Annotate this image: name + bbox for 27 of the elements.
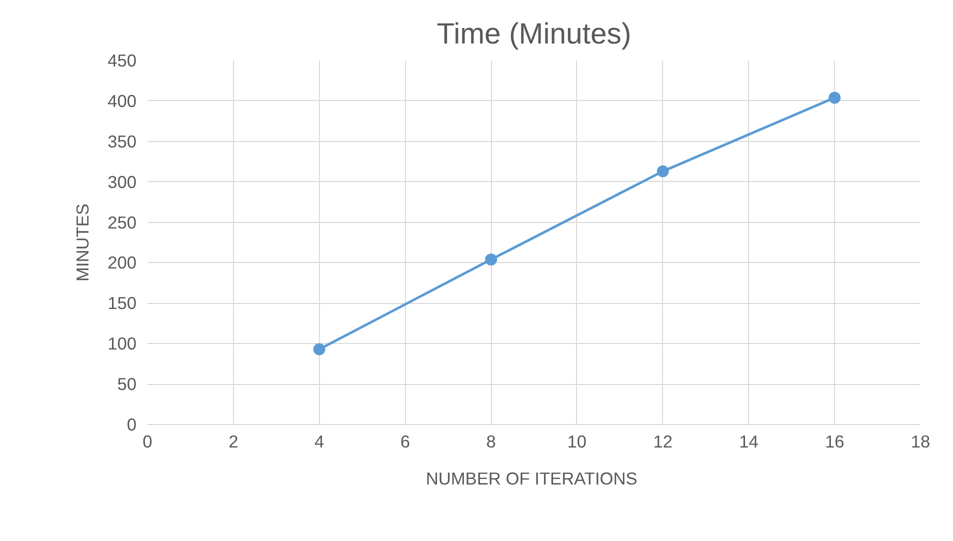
y-tick-label: 450: [108, 50, 137, 70]
y-axis-title: MINUTES: [72, 204, 93, 282]
x-tick-label: 8: [486, 432, 496, 452]
y-tick-label: 50: [117, 374, 137, 394]
x-tick-label: 4: [314, 432, 324, 452]
y-tick-label: 0: [126, 414, 137, 434]
x-tick-label: 6: [400, 432, 410, 452]
x-tick-label: 10: [567, 432, 587, 452]
point: [656, 165, 669, 178]
x-tick-label: 18: [910, 432, 930, 452]
x-tick-label: 14: [739, 432, 759, 452]
x-axis-title: NUMBER OF ITERATIONS: [426, 468, 638, 488]
point: [485, 254, 498, 266]
x-tick-label: 0: [142, 432, 152, 452]
y-tick-label: 200: [108, 252, 137, 273]
point: [313, 343, 326, 356]
y-tick-label: 300: [108, 172, 137, 192]
chart-title: Time (Minutes): [436, 18, 632, 50]
y-tick-label: 350: [108, 131, 137, 152]
y-tick-label: 250: [108, 212, 137, 232]
x-tick-label: 12: [653, 432, 672, 452]
y-tick-label: 150: [108, 293, 137, 314]
point: [828, 92, 841, 104]
x-tick-label: 16: [824, 432, 844, 452]
y-tick-label: 100: [108, 334, 137, 354]
x-tick-label: 2: [228, 432, 238, 452]
y-tick-label: 400: [108, 90, 137, 111]
